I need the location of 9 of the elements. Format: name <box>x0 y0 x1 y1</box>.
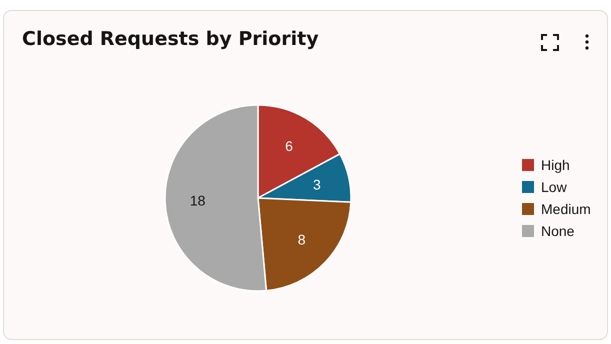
data-label: 6 <box>285 138 294 154</box>
legend-label: Medium <box>541 200 591 217</box>
data-label: 8 <box>298 232 306 248</box>
legend-label: High <box>541 156 570 173</box>
legend-label: None <box>541 222 575 239</box>
data-label: 18 <box>190 192 206 209</box>
chart-title: Closed Requests by Priority <box>22 28 320 50</box>
data-label: 3 <box>313 176 322 192</box>
legend-label: Low <box>541 178 568 195</box>
